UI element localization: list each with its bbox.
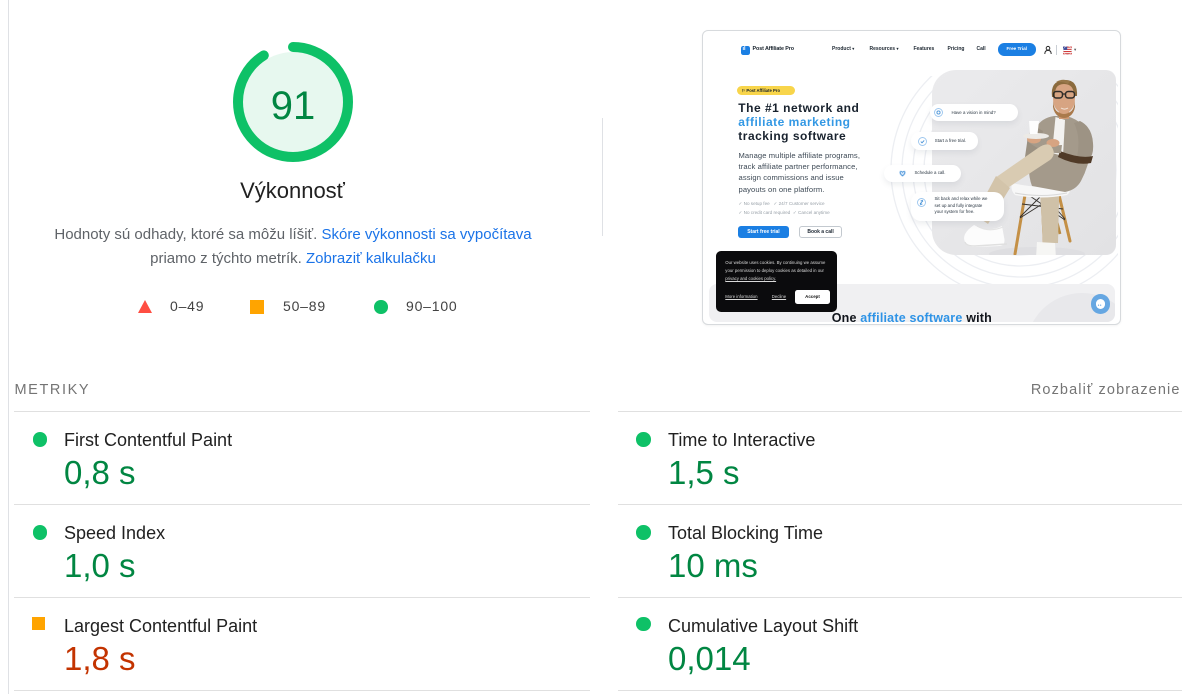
svg-text:91: 91 — [271, 84, 316, 128]
